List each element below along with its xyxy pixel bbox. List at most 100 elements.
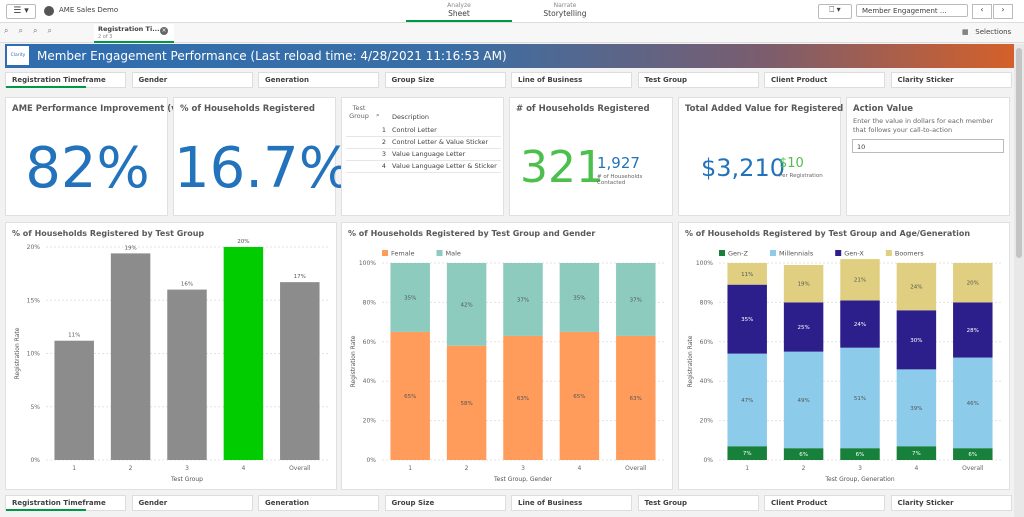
value-label: 6% <box>799 452 808 458</box>
table-header: Description <box>392 113 430 121</box>
filter-button[interactable]: Line of Business <box>511 72 632 88</box>
filter-button[interactable]: Registration Timeframe <box>5 72 126 88</box>
x-axis-label: Test Group, Generation <box>824 476 894 483</box>
filter-button[interactable]: Group Size <box>384 72 506 88</box>
filter-button[interactable]: Test Group <box>637 495 759 511</box>
filter-button[interactable]: Clarity Sticker <box>890 72 1012 88</box>
y-axis-label: Registration Rate <box>14 327 21 379</box>
bar-segment <box>446 345 487 460</box>
filter-button[interactable]: Gender <box>131 495 253 511</box>
selections-button[interactable]: ▦ Selections <box>962 28 1012 36</box>
chart: % of Households Registered by Test Group… <box>12 229 328 483</box>
y-tick-label: 40% <box>700 378 714 385</box>
legend-swatch <box>835 250 842 256</box>
selection-chip[interactable]: Registration Ti... 2 of 3 × <box>94 24 174 43</box>
y-axis-label: Registration Rate <box>687 335 694 387</box>
search-icon[interactable]: ⌕ <box>376 111 380 119</box>
value-label: 19% <box>124 245 136 251</box>
menu-button[interactable]: ☰ ▾ <box>6 4 36 19</box>
table-cell: Value Language Letter & Sticker <box>392 162 497 170</box>
bookmark-button[interactable]: ⎕ ▾ <box>818 4 852 19</box>
y-tick-label: 20% <box>27 244 41 251</box>
tab-value: Sheet <box>448 9 470 18</box>
bar <box>223 247 264 460</box>
filter-button[interactable]: Test Group <box>637 72 759 88</box>
value-label: 63% <box>517 396 529 402</box>
table-cell: 1 <box>381 126 386 134</box>
bar-segment <box>559 263 600 332</box>
bar-segment <box>727 263 767 285</box>
legend-swatch <box>719 250 725 256</box>
prev-sheet[interactable]: ‹ <box>972 4 992 19</box>
chart-title: % of Households Registered by Test Group <box>12 229 204 238</box>
y-tick-label: 15% <box>27 297 41 304</box>
filter-button[interactable]: Generation <box>258 72 379 88</box>
filter-button[interactable]: Generation <box>258 495 379 511</box>
bar-segment <box>840 347 880 449</box>
kpi-value: 321 <box>520 142 604 193</box>
kpi-secondary-label: Per Registration <box>779 173 823 179</box>
legend-swatch <box>769 250 776 256</box>
x-tick-label: 1 <box>745 465 749 472</box>
clear-selection[interactable]: × <box>160 27 168 35</box>
x-tick-label: Overall <box>625 465 647 472</box>
next-sheet[interactable]: › <box>993 4 1013 19</box>
y-tick-label: 60% <box>363 339 377 346</box>
bar-segment <box>390 331 430 460</box>
bar-segment <box>559 331 600 460</box>
scrollbar[interactable] <box>1014 44 1024 517</box>
kpi-title: # of Households Registered <box>516 104 650 114</box>
bar-segment <box>783 351 824 449</box>
bar-segment <box>783 264 824 303</box>
filter-button[interactable]: Registration Timeframe <box>5 495 126 511</box>
table-cell: 3 <box>381 150 386 158</box>
filter-button[interactable]: Client Product <box>764 495 885 511</box>
value-label: 65% <box>573 394 585 400</box>
legend-swatch <box>436 250 443 256</box>
filter-button[interactable]: Clarity Sticker <box>890 495 1012 511</box>
kpi-value: $3,210 <box>701 154 785 182</box>
tab[interactable]: Analyze Sheet <box>406 0 512 22</box>
y-axis-label: Registration Rate <box>350 335 357 387</box>
value-label: 51% <box>854 396 866 402</box>
x-tick-label: 2 <box>465 465 469 472</box>
value-label: 47% <box>741 398 753 404</box>
kpi-card: % of Households Registered 16.7% <box>173 97 352 216</box>
input-description: Enter the value in dollars for each memb… <box>853 117 994 134</box>
selection-tools[interactable]: ⌕⌕⌕⌕ <box>4 26 62 35</box>
bar-segment <box>840 448 880 460</box>
bar-segment <box>953 357 993 449</box>
bar <box>54 340 94 460</box>
kpi-title: Total Added Value for Registered Hous... <box>685 104 880 114</box>
filter-button[interactable]: Group Size <box>384 495 506 511</box>
value-label: 17% <box>294 274 306 280</box>
filter-button[interactable]: Gender <box>131 72 253 88</box>
bar-segment <box>390 263 430 332</box>
value-label: 42% <box>460 302 472 308</box>
filter-button[interactable]: Client Product <box>764 72 885 88</box>
chart-title: % of Households Registered by Test Group… <box>348 229 595 238</box>
value-label: 11% <box>741 272 753 278</box>
value-input[interactable]: 10 <box>852 139 1004 153</box>
filter-button[interactable]: Line of Business <box>511 495 632 511</box>
legend-swatch <box>885 250 892 256</box>
value-label: 20% <box>237 239 249 245</box>
value-label: 63% <box>630 396 642 402</box>
value-label: 6% <box>856 452 865 458</box>
bar-segment <box>616 263 656 336</box>
tab[interactable]: Narrate Storytelling <box>530 0 600 18</box>
sheet-selector[interactable]: Member Engagement ... <box>856 4 968 17</box>
value-label: 46% <box>967 401 979 407</box>
legend-label: Male <box>446 250 461 258</box>
bar-segment <box>840 259 880 301</box>
y-tick-label: 0% <box>366 457 376 464</box>
selection-count: 2 of 3 <box>98 34 113 40</box>
table-cell: Control Letter <box>392 126 437 134</box>
bar-segment <box>783 448 824 460</box>
value-label: 19% <box>797 282 809 288</box>
table-cell: 2 <box>381 138 386 146</box>
x-tick-label: 4 <box>914 465 918 472</box>
chart: % of Households Registered by Test Group… <box>348 229 664 483</box>
x-tick-label: 2 <box>129 465 133 472</box>
selection-toolbar: ⌕⌕⌕⌕ Registration Ti... 2 of 3 × ▦ Selec… <box>0 23 1024 43</box>
